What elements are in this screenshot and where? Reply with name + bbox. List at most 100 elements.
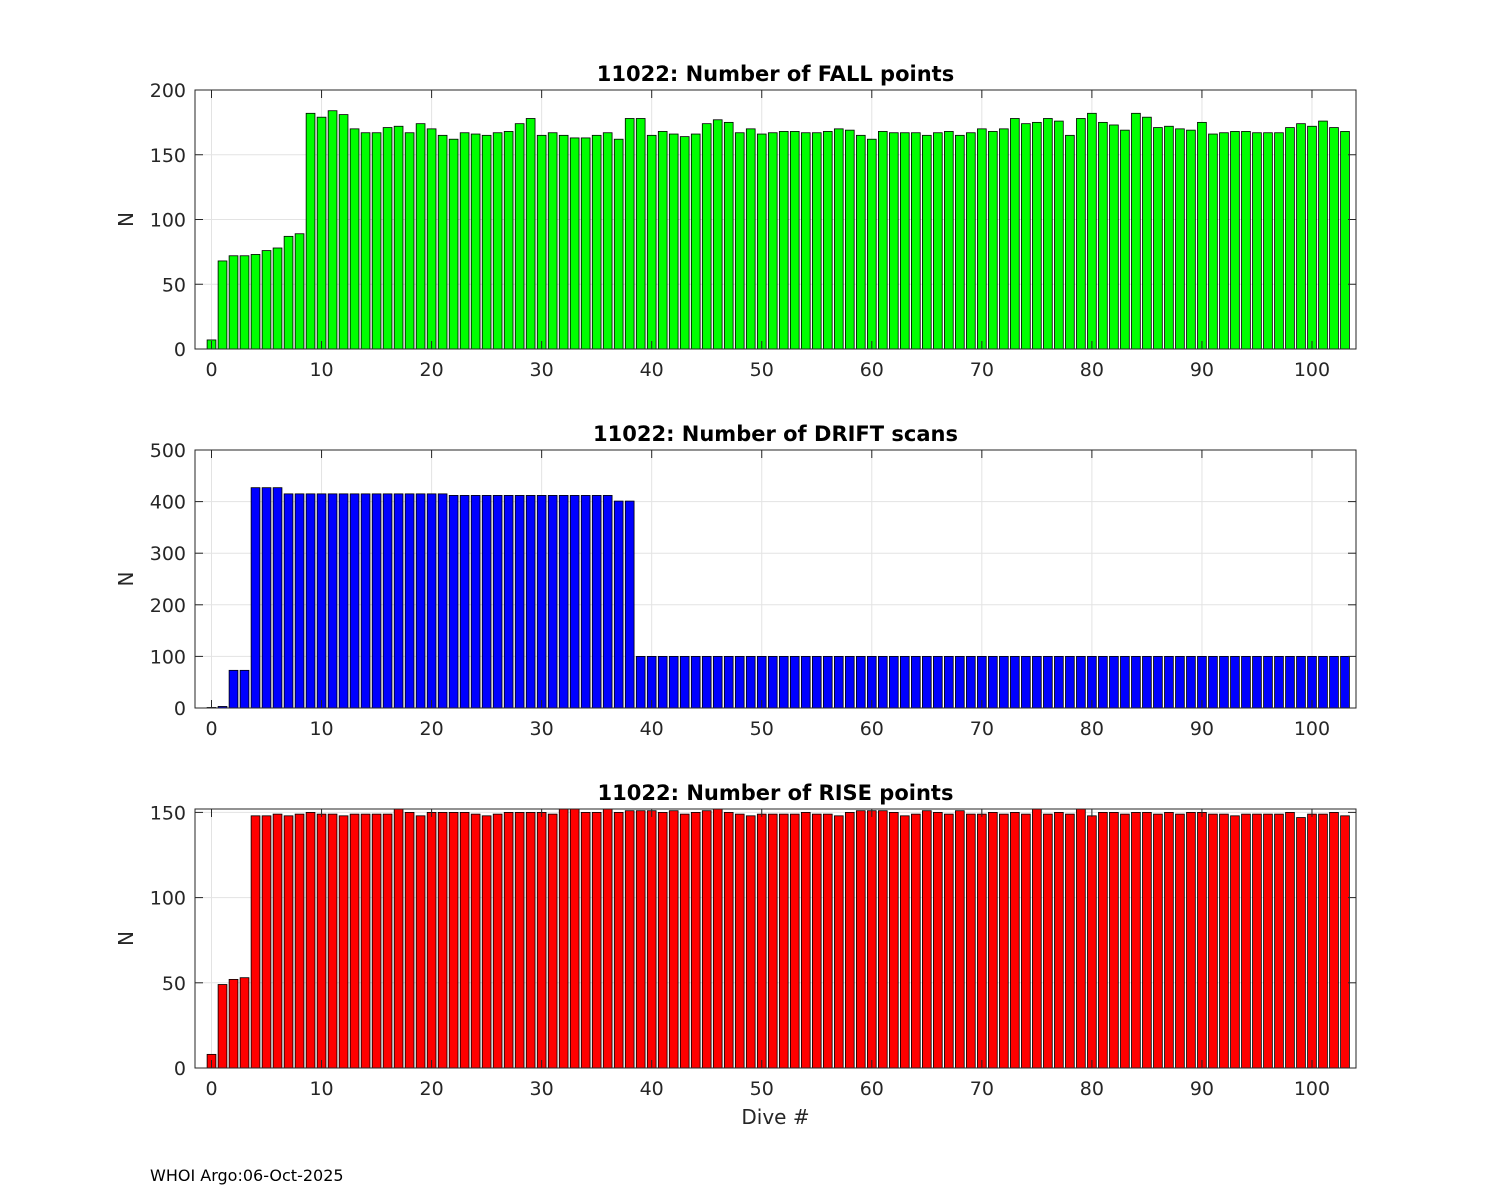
fall-bar xyxy=(911,132,921,350)
fall-bar xyxy=(1252,132,1262,350)
rise-bar xyxy=(547,813,558,1069)
rise-bar xyxy=(1054,812,1064,1069)
fall-bar xyxy=(1021,123,1031,350)
fall-x-tick-label: 30 xyxy=(530,359,554,381)
rise-bar xyxy=(811,813,822,1069)
drift-bar xyxy=(1329,656,1339,709)
rise-bar xyxy=(1318,813,1328,1069)
rise-bar xyxy=(712,808,723,1069)
drift-bar xyxy=(1175,656,1185,709)
drift-y-tick-label: 100 xyxy=(150,646,186,668)
rise-bar xyxy=(580,812,591,1069)
rise-bar xyxy=(1076,808,1086,1069)
fall-bar xyxy=(624,118,635,350)
drift-bar xyxy=(437,493,448,709)
rise-x-tick-label: 0 xyxy=(205,1078,217,1100)
fall-bar xyxy=(866,138,877,350)
fall-bar xyxy=(1230,131,1240,350)
drift-bar xyxy=(415,493,426,709)
rise-bar xyxy=(1241,813,1251,1069)
fall-bar xyxy=(602,132,613,350)
drift-bar xyxy=(1208,656,1218,709)
rise-bar xyxy=(305,812,316,1069)
fall-bar xyxy=(944,131,954,350)
fall-bar xyxy=(888,132,899,350)
drift-bar xyxy=(503,495,514,709)
rise-bar xyxy=(1230,815,1240,1069)
drift-bar xyxy=(294,493,305,709)
fall-bar xyxy=(1054,120,1064,350)
drift-bar xyxy=(855,656,866,709)
fall-bar xyxy=(305,112,316,350)
fall-bar xyxy=(1153,127,1163,350)
rise-y-tick-label: 50 xyxy=(162,973,186,995)
fall-bar xyxy=(360,132,371,350)
drift-bar xyxy=(459,495,470,709)
rise-bar xyxy=(316,813,327,1069)
drift-bar xyxy=(955,656,965,709)
fall-bar xyxy=(1032,121,1042,350)
drift-y-axis-label: N xyxy=(114,572,138,587)
fall-bar xyxy=(393,125,404,350)
drift-bar xyxy=(734,656,745,709)
drift-bar xyxy=(426,493,437,709)
fall-bar xyxy=(239,255,250,350)
rise-y-axis-label: N xyxy=(114,931,138,946)
drift-bar xyxy=(492,495,503,709)
drift-bar xyxy=(690,656,701,709)
drift-bar xyxy=(1263,656,1273,709)
fall-bar xyxy=(1263,132,1273,350)
fall-bar xyxy=(855,134,866,350)
fall-bar xyxy=(1296,123,1306,350)
fall-x-tick-label: 80 xyxy=(1080,359,1104,381)
drift-bar xyxy=(1054,656,1064,709)
drift-x-tick-label: 90 xyxy=(1190,718,1214,740)
drift-y-tick-label: 400 xyxy=(150,492,186,514)
drift-x-tick-label: 50 xyxy=(750,718,774,740)
rise-bar xyxy=(481,815,492,1069)
drift-bar xyxy=(525,495,536,709)
fall-y-tick-label: 0 xyxy=(174,339,186,361)
rise-bar xyxy=(745,815,756,1069)
rise-bar xyxy=(371,813,382,1069)
rise-bar xyxy=(635,810,646,1069)
fall-bar xyxy=(646,134,657,350)
fall-x-tick-label: 0 xyxy=(205,359,217,381)
rise-bar xyxy=(646,810,657,1069)
rise-bar xyxy=(349,813,360,1069)
rise-bar xyxy=(767,813,778,1069)
drift-bar xyxy=(536,495,547,709)
fall-x-tick-label: 40 xyxy=(640,359,664,381)
rise-bar xyxy=(217,984,228,1069)
rise-bar xyxy=(1329,812,1339,1069)
rise-bar xyxy=(955,810,965,1069)
rise-bar xyxy=(888,812,899,1069)
fall-x-tick-label: 90 xyxy=(1190,359,1214,381)
rise-bar xyxy=(404,812,415,1069)
rise-bar xyxy=(338,815,349,1069)
rise-bar xyxy=(933,812,943,1069)
drift-bar xyxy=(701,656,712,709)
drift-bar xyxy=(1120,656,1130,709)
drift-bar xyxy=(558,495,569,709)
drift-bar xyxy=(712,656,723,709)
drift-bar xyxy=(679,656,690,709)
fall-bar xyxy=(635,118,646,350)
drift-bar xyxy=(448,495,459,709)
drift-bar xyxy=(404,493,415,709)
rise-bar xyxy=(999,813,1009,1069)
drift-bar xyxy=(767,656,778,709)
rise-bar xyxy=(1131,812,1141,1069)
rise-bar xyxy=(261,815,272,1069)
fall-y-tick-label: 50 xyxy=(162,274,186,296)
drift-bar xyxy=(888,656,899,709)
rise-bar xyxy=(800,812,811,1069)
fall-y-tick-label: 200 xyxy=(150,80,186,102)
fall-bar xyxy=(514,123,525,350)
rise-chart-title: 11022: Number of RISE points xyxy=(598,781,954,805)
drift-bar xyxy=(602,495,613,709)
rise-x-tick-label: 30 xyxy=(530,1078,554,1100)
rise-x-tick-label: 90 xyxy=(1190,1078,1214,1100)
fall-bar xyxy=(877,131,888,350)
drift-bar xyxy=(481,495,492,709)
